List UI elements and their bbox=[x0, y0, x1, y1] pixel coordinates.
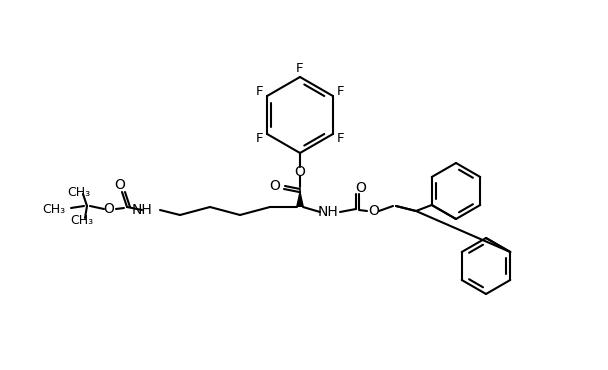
Polygon shape bbox=[296, 189, 304, 207]
Text: CH₃: CH₃ bbox=[67, 185, 91, 198]
Text: O: O bbox=[269, 179, 280, 193]
Text: F: F bbox=[296, 61, 304, 74]
Text: O: O bbox=[294, 165, 305, 179]
Text: F: F bbox=[255, 85, 263, 98]
Text: O: O bbox=[368, 204, 379, 218]
Text: F: F bbox=[255, 132, 263, 145]
Text: F: F bbox=[337, 85, 345, 98]
Text: F: F bbox=[337, 132, 345, 145]
Text: CH₃: CH₃ bbox=[71, 213, 94, 226]
Text: NH: NH bbox=[131, 203, 152, 217]
Text: NH: NH bbox=[317, 205, 339, 219]
Text: O: O bbox=[103, 202, 114, 216]
Text: O: O bbox=[356, 181, 367, 195]
Text: CH₃: CH₃ bbox=[42, 202, 65, 215]
Text: O: O bbox=[114, 178, 125, 192]
